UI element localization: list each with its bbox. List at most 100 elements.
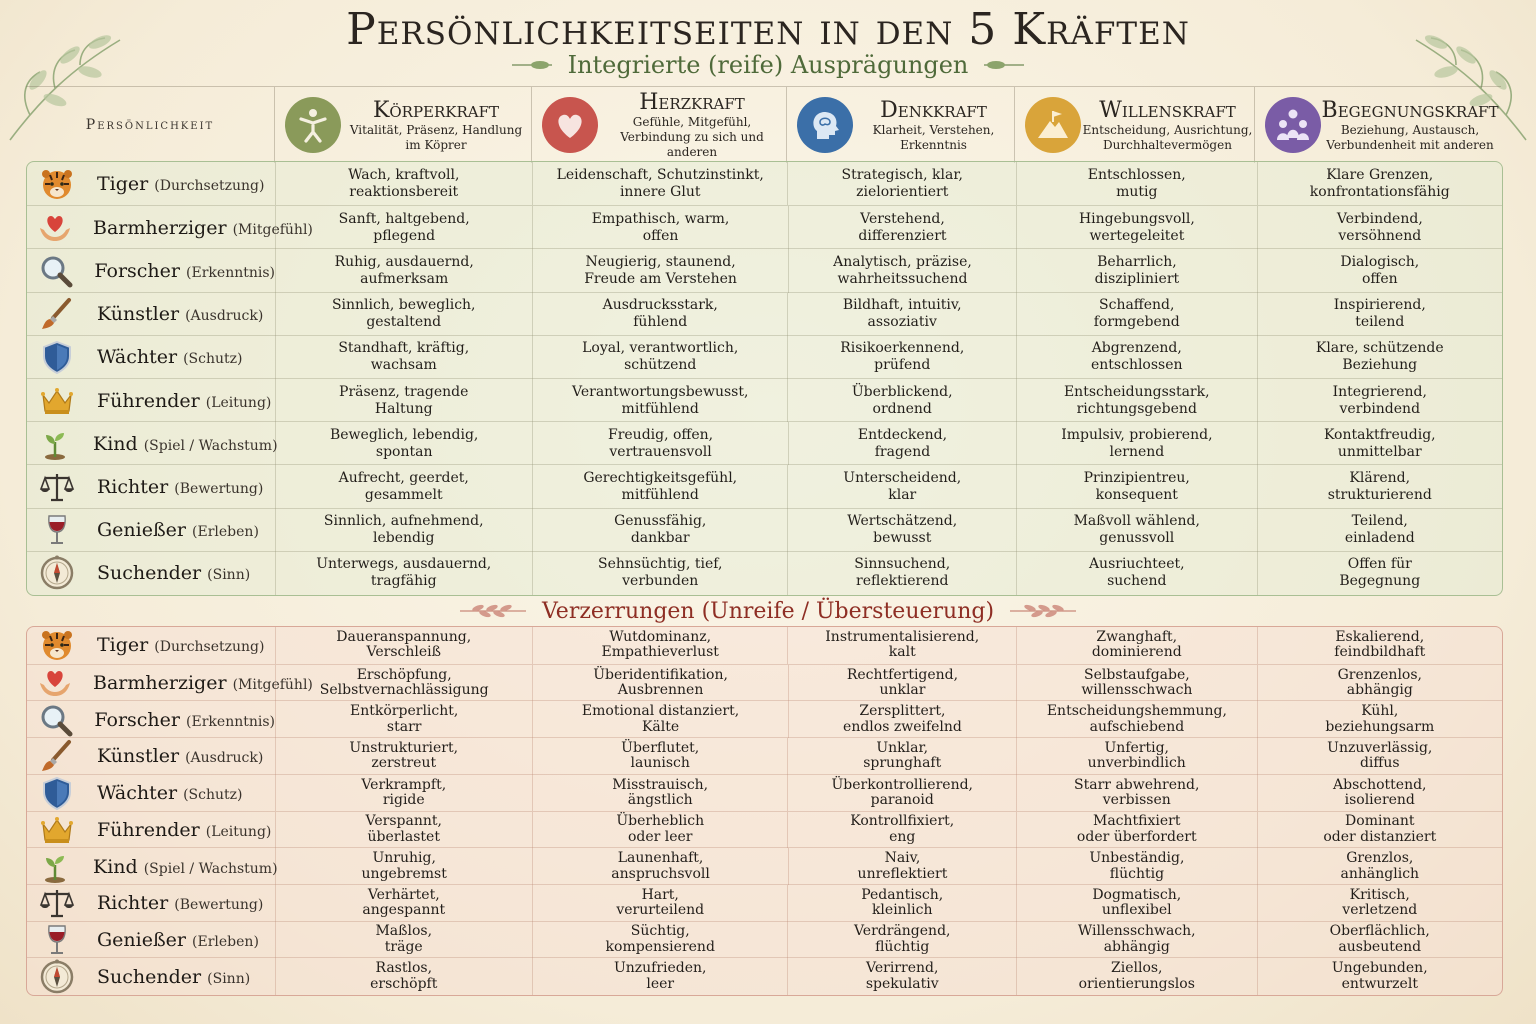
persona-name: Genießer (Erleben) bbox=[97, 929, 259, 951]
integrated-cell: Analytisch, präzise, wahrheitssuchend bbox=[787, 249, 1016, 293]
distortion-cell: Verirrend, spekulativ bbox=[787, 958, 1016, 995]
cell-line: Hart, bbox=[641, 886, 679, 903]
distortion-cell: Wutdominanz, Empathieverlust bbox=[531, 627, 787, 664]
cell-text: Wach, kraftvoll, reaktionsbereit bbox=[348, 167, 459, 201]
cell-line: Entschlossen, bbox=[1087, 166, 1186, 183]
sprout-icon bbox=[37, 847, 73, 887]
cell-text: Schaffend, formgebend bbox=[1094, 297, 1180, 331]
integrated-row-forscher: Forscher (Erkenntnis) Ruhig, ausdauernd, a… bbox=[27, 248, 1502, 293]
distortion-cell: Daueranspannung, Verschleiß bbox=[274, 627, 532, 664]
persona-label: Forscher bbox=[94, 708, 180, 731]
cell-line: Prinzipientreu, bbox=[1083, 469, 1190, 486]
cell-line: suchend bbox=[1107, 573, 1167, 590]
persona-label: Kind bbox=[93, 432, 138, 455]
cell-line: starr bbox=[386, 718, 422, 735]
integrated-cell: Loyal, verantwortlich, schützend bbox=[531, 335, 787, 379]
distortion-cell: Dogmatisch, unflexibel bbox=[1016, 884, 1257, 922]
cell-text: Verstehend, differenziert bbox=[858, 211, 946, 245]
force-header-koerperkraft: Körperkraft Vitalität, Präsenz, Handlung… bbox=[274, 87, 531, 163]
shield-icon bbox=[37, 337, 77, 377]
cell-line: Ausbrennen bbox=[617, 682, 704, 699]
distortion-cell: Zwanghaft, dominierend bbox=[1016, 627, 1257, 664]
cell-line: Dominant bbox=[1345, 813, 1415, 830]
cell-line: tragfähig bbox=[370, 573, 437, 590]
cell-text: Unterwegs, ausdauernd, tragfähig bbox=[316, 556, 491, 590]
persona-cell: Wächter (Schutz) bbox=[27, 336, 275, 379]
cell-text: Klare Grenzen, konfrontationsfähig bbox=[1310, 167, 1450, 201]
heart-hands-icon bbox=[37, 208, 73, 248]
cell-line: versöhnend bbox=[1338, 227, 1422, 244]
cell-line: Starr abwehrend, bbox=[1074, 776, 1200, 793]
cell-line: Grenzenlos, bbox=[1337, 666, 1422, 683]
cell-line: ängstlich bbox=[627, 792, 693, 809]
cell-line: ausbeutend bbox=[1338, 938, 1422, 955]
cell-text: Entscheidungsstark, richtungsgebend bbox=[1064, 384, 1210, 418]
integrated-cell: Verbindend, versöhnend bbox=[1256, 206, 1502, 250]
integrated-cell: Prinzipientreu, konsequent bbox=[1016, 465, 1257, 509]
cell-text: Pedantisch, kleinlich bbox=[861, 887, 943, 919]
cell-line: Machtfixiert bbox=[1093, 813, 1181, 830]
cell-text: Dialogisch, offen bbox=[1340, 254, 1419, 288]
persona-label: Wächter bbox=[97, 346, 178, 369]
cell-text: Dogmatisch, unflexibel bbox=[1092, 887, 1181, 919]
cell-line: Ruhig, ausdauernd, bbox=[334, 253, 474, 270]
cell-line: Empathieverlust bbox=[601, 644, 719, 661]
persona-sublabel: (Sinn) bbox=[207, 970, 251, 987]
cell-line: leer bbox=[646, 975, 675, 992]
cell-line: Beweglich, lebendig, bbox=[329, 426, 479, 443]
cell-line: genussvoll bbox=[1099, 530, 1175, 547]
persona-label: Richter bbox=[97, 892, 169, 915]
cell-line: Unstrukturiert, bbox=[349, 739, 459, 756]
cell-line: Verantwortungsbewusst, bbox=[572, 383, 749, 400]
integrated-cell: Strategisch, klar, zielorientiert bbox=[787, 162, 1016, 206]
persona-sublabel: (Erleben) bbox=[192, 933, 259, 950]
force-description: Vitalität, Präsenz, Handlung im Köprer bbox=[349, 122, 523, 152]
force-name: Herzkraft bbox=[639, 90, 745, 115]
cell-text: Standhaft, kräftig, wachsam bbox=[338, 340, 469, 374]
force-header-begegnungskraft: Begegnungskraft Beziehung, Austausch, Ve… bbox=[1254, 87, 1499, 163]
cell-line: Überblickend, bbox=[851, 383, 953, 400]
cell-line: wertegeleitet bbox=[1089, 227, 1185, 244]
cell-line: Unklar, bbox=[876, 739, 929, 756]
integrated-cell: Klare, schützende Beziehung bbox=[1256, 335, 1503, 379]
integrated-cell: Risikoerkennend, prüfend bbox=[787, 335, 1016, 379]
cell-line: verbindend bbox=[1339, 400, 1421, 417]
integrated-cell: Maßvoll wählend, genussvoll bbox=[1016, 508, 1257, 552]
leaf-divider-icon bbox=[984, 61, 1025, 69]
cell-line: konsequent bbox=[1095, 486, 1178, 503]
cell-line: Wertschätzend, bbox=[847, 513, 958, 530]
cell-line: Inspirierend, bbox=[1333, 297, 1426, 314]
cell-text: Kontrollfixiert, eng bbox=[850, 814, 954, 845]
cell-line: offen bbox=[642, 227, 679, 244]
cell-text: Kontaktfreudig, unmittelbar bbox=[1324, 427, 1436, 461]
cell-line: flüchtig bbox=[1109, 865, 1165, 882]
cell-text: Sehnsüchtig, tief, verbunden bbox=[598, 556, 722, 590]
distortion-cell: Verspannt, überlastet bbox=[274, 811, 532, 849]
cell-line: Haltung bbox=[374, 400, 433, 417]
cell-text: Ungebunden, entwurzelt bbox=[1332, 961, 1428, 992]
cell-line: Überflutet, bbox=[621, 739, 700, 756]
persona-name: Genießer (Erleben) bbox=[97, 519, 259, 541]
persona-name: Wächter (Schutz) bbox=[97, 782, 242, 804]
distortion-row-genießer: Genießer (Erleben) Maßlos, träge Süchtig, ko… bbox=[27, 920, 1502, 959]
cell-line: Verirrend, bbox=[866, 960, 939, 977]
distortion-cell: Unstrukturiert, zerstreut bbox=[274, 738, 532, 775]
persona-sublabel: (Ausdruck) bbox=[185, 308, 264, 325]
cell-line: Überheblich bbox=[616, 813, 705, 830]
cell-line: prüfend bbox=[874, 357, 931, 374]
cell-line: wahrheitssuchend bbox=[837, 270, 968, 287]
persona-name: Tiger (Durchsetzung) bbox=[97, 173, 264, 195]
cell-line: Entdeckend, bbox=[857, 426, 948, 443]
cell-text: Rechtfertigend, unklar bbox=[847, 667, 958, 699]
persona-sublabel: (Bewertung) bbox=[174, 480, 264, 497]
heart-hands-icon bbox=[37, 663, 73, 703]
integrated-row-künstler: Künstler (Ausdruck) Sinnlich, beweglich, g… bbox=[27, 291, 1502, 336]
cell-line: formgebend bbox=[1093, 314, 1180, 331]
cell-line: eng bbox=[889, 828, 916, 845]
integrated-cell: Wertschätzend, bewusst bbox=[787, 508, 1016, 552]
cell-text: Maßlos, träge bbox=[375, 924, 432, 955]
persona-name: Barmherziger (Mitgefühl) bbox=[93, 672, 313, 694]
cell-line: konfrontationsfähig bbox=[1309, 183, 1450, 200]
persona-sublabel: (Durchsetzung) bbox=[154, 177, 265, 194]
persona-sublabel: (Bewertung) bbox=[174, 897, 264, 914]
